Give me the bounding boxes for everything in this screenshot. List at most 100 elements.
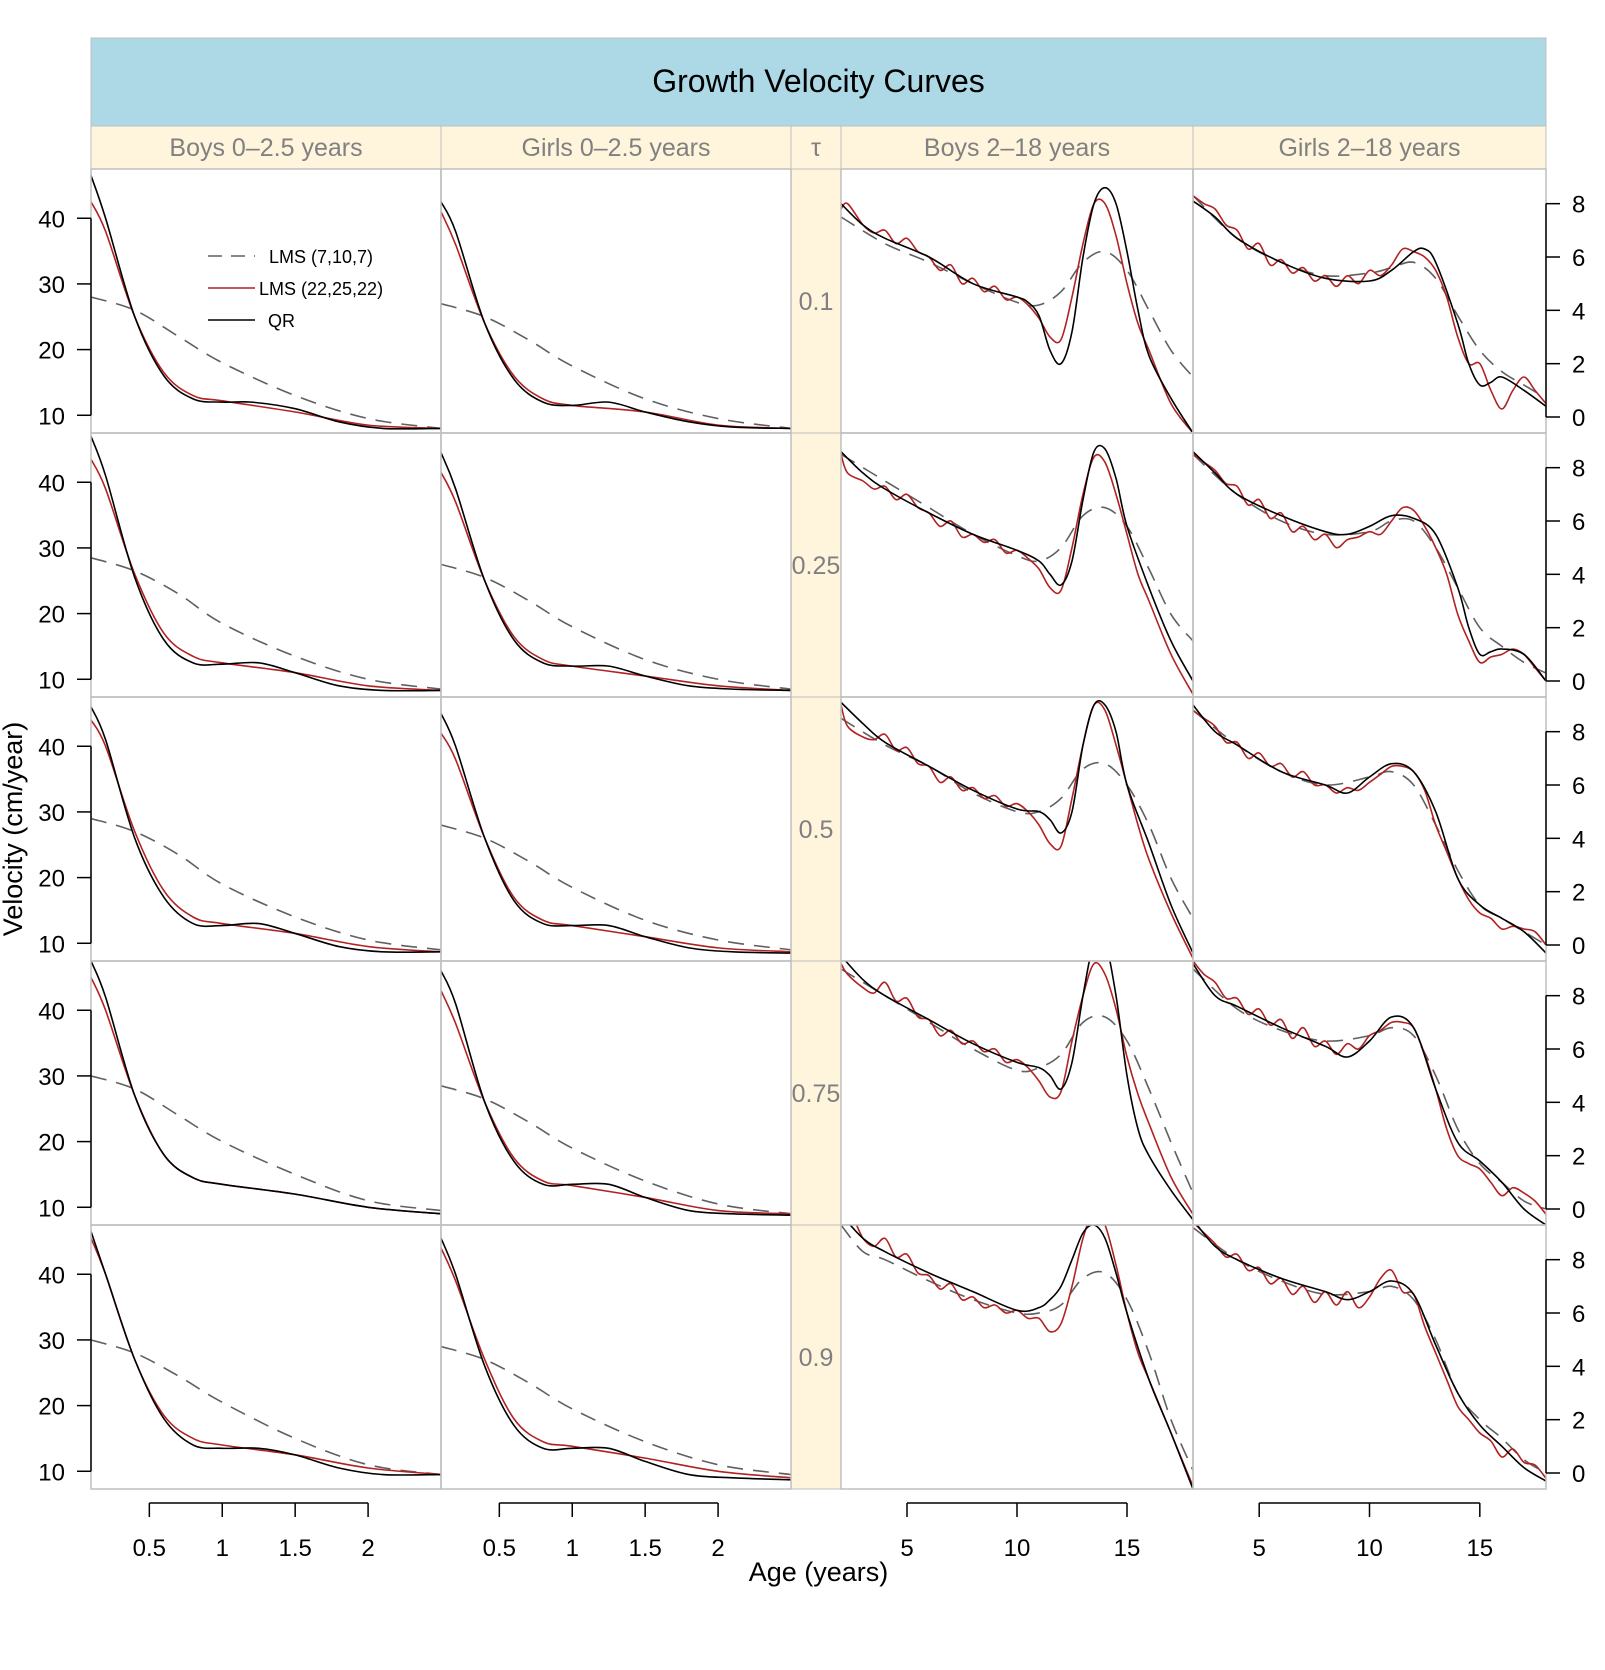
panel-2-1: [841, 444, 1193, 695]
bottom-tick-label: 1.5: [628, 1535, 661, 1562]
right-tick-label: 8: [1572, 192, 1585, 219]
right-tick-label: 8: [1572, 720, 1585, 747]
left-tick-label: 20: [38, 1394, 65, 1421]
right-tick-label: 8: [1572, 456, 1585, 483]
right-tick-label: 4: [1572, 826, 1585, 853]
qr-curve: [1193, 451, 1546, 682]
right-tick-label: 6: [1572, 773, 1585, 800]
panel-1-1: [441, 452, 791, 692]
right-tick-label: 8: [1572, 984, 1585, 1011]
qr-curve: [441, 452, 791, 692]
panel-0-4: [91, 1231, 441, 1476]
panel-2-0: [841, 186, 1193, 433]
qr-curve: [849, 1225, 1193, 1489]
lms-fine-curve: [1193, 195, 1546, 410]
y-axis-label: Velocity (cm/year): [0, 722, 28, 937]
lms-fine-curve: [441, 990, 791, 1215]
panel-3-2: [1193, 704, 1546, 954]
qr-curve: [91, 1231, 441, 1476]
qr-curve: [841, 186, 1193, 433]
panel-2-3: [841, 961, 1193, 1221]
qr-curve: [441, 1237, 791, 1481]
qr-curve: [1196, 1225, 1546, 1482]
legend: LMS (7,10,7) LMS (22,25,22) QR: [208, 247, 383, 331]
tau-label: 0.25: [792, 552, 841, 580]
bottom-tick-label: 0.5: [133, 1535, 166, 1562]
panel-strips: Boys 0–2.5 years Girls 0–2.5 years Boys 2–…: [90, 125, 1547, 1490]
legend-lms-coarse-label: LMS (7,10,7): [269, 247, 373, 267]
panel-0-1: [91, 436, 441, 692]
lms-fine-curve: [1193, 453, 1546, 682]
right-tick-label: 2: [1572, 352, 1585, 379]
qr-curve: [91, 175, 441, 430]
qr-curve: [1193, 963, 1546, 1225]
bottom-tick-label: 5: [900, 1535, 913, 1562]
lms-coarse-curve: [441, 824, 791, 951]
panel-1-0: [441, 201, 791, 430]
left-tick-label: 40: [38, 1262, 65, 1289]
lms-fine-curve: [91, 458, 441, 692]
tau-label: 0.75: [792, 1080, 841, 1108]
panel-3-4: [1193, 1225, 1546, 1482]
left-tick-label: 20: [38, 338, 65, 365]
legend-lms-fine-label: LMS (22,25,22): [259, 279, 383, 299]
panel-0-0: [91, 175, 441, 430]
left-tick-label: 40: [38, 470, 65, 497]
right-tick-label: 2: [1572, 880, 1585, 907]
lms-coarse-curve: [841, 453, 1193, 642]
lms-fine-curve: [841, 701, 1193, 959]
lms-fine-curve: [91, 201, 441, 430]
tau-label: 0.1: [799, 288, 834, 316]
left-tick-label: 10: [38, 931, 65, 958]
left-tick-label: 30: [38, 800, 65, 827]
tau-header-label: τ: [811, 134, 821, 162]
bottom-tick-label: 15: [1466, 1535, 1493, 1562]
qr-curve: [91, 706, 441, 953]
left-tick-label: 10: [38, 667, 65, 694]
left-tick-label: 10: [38, 1459, 65, 1486]
qr-curve: [91, 436, 441, 692]
bottom-tick-label: 1: [216, 1535, 229, 1562]
chart-title: Growth Velocity Curves: [652, 63, 985, 99]
title-strip: [90, 37, 1547, 127]
axes: 1020304002468102030400246810203040024681…: [38, 192, 1585, 1562]
right-tick-label: 6: [1572, 245, 1585, 272]
group-strip-label: Girls 2–18 years: [1278, 134, 1460, 162]
right-tick-label: 6: [1572, 1037, 1585, 1064]
lms-fine-curve: [1193, 709, 1546, 946]
left-tick-label: 30: [38, 536, 65, 563]
left-tick-label: 20: [38, 1130, 65, 1157]
lms-fine-curve: [441, 732, 791, 953]
group-strip-label: Girls 0–2.5 years: [522, 134, 711, 162]
left-tick-label: 20: [38, 602, 65, 629]
qr-curve: [441, 201, 791, 430]
left-tick-label: 20: [38, 866, 65, 893]
bottom-tick-label: 2: [711, 1535, 724, 1562]
qr-curve: [91, 961, 441, 1215]
tau-strip: [790, 960, 842, 1226]
right-tick-label: 4: [1572, 1354, 1585, 1381]
right-tick-label: 0: [1572, 1197, 1585, 1224]
left-tick-label: 10: [38, 403, 65, 430]
bottom-tick-label: 10: [1356, 1535, 1383, 1562]
left-tick-label: 30: [38, 1328, 65, 1355]
lms-fine-curve: [441, 472, 791, 692]
tau-strip: [790, 432, 842, 698]
lms-coarse-curve: [441, 563, 791, 690]
legend-qr-label: QR: [268, 311, 295, 331]
panel-0-3: [91, 961, 441, 1215]
bottom-tick-label: 1.5: [278, 1535, 311, 1562]
right-tick-label: 4: [1572, 1090, 1585, 1117]
left-tick-label: 40: [38, 998, 65, 1025]
tau-label: 0.5: [799, 816, 834, 844]
right-tick-label: 4: [1572, 298, 1585, 325]
right-tick-label: 2: [1572, 1408, 1585, 1435]
lms-coarse-curve: [441, 302, 791, 430]
qr-curve: [441, 970, 791, 1216]
panel-3-3: [1193, 961, 1546, 1225]
right-tick-label: 4: [1572, 562, 1585, 589]
qr-curve: [1193, 704, 1546, 954]
left-tick-label: 40: [38, 206, 65, 233]
right-tick-label: 2: [1572, 1144, 1585, 1171]
